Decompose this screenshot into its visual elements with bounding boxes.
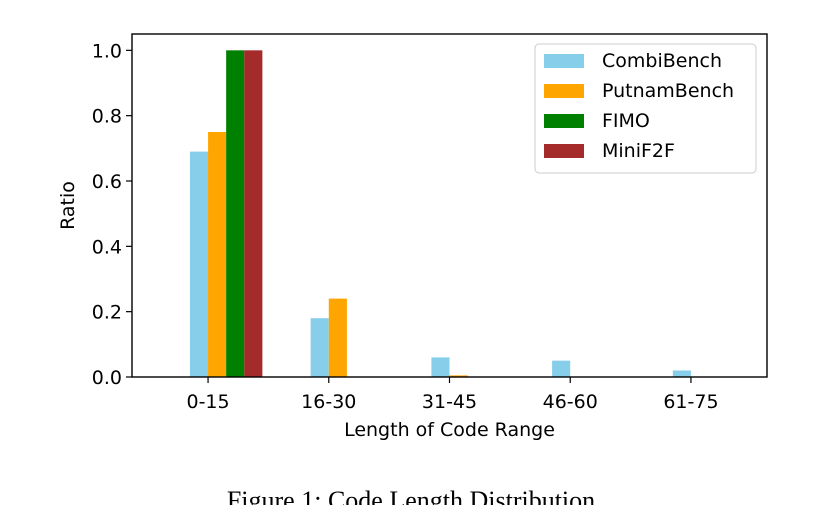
legend-label-putnambench: PutnamBench (602, 80, 734, 102)
y-tick-label: 0.8 (92, 106, 122, 128)
legend-swatch-fimo (544, 114, 584, 128)
bar-combibench-0-15 (189, 151, 209, 377)
legend-swatch-minif2f (544, 144, 584, 158)
y-tick-label: 0.2 (92, 302, 122, 324)
x-tick-label: 16-30 (301, 391, 356, 413)
y-tick-label: 0.4 (92, 236, 122, 258)
legend-label-combibench: CombiBench (602, 50, 722, 72)
bar-putnambench-31-45 (449, 375, 468, 377)
legend-swatch-putnambench (544, 84, 584, 98)
figure-caption: Figure 1: Code Length Distribution (226, 486, 596, 505)
legend-label-minif2f: MiniF2F (602, 140, 675, 162)
bar-combibench-31-45 (431, 357, 450, 377)
x-tick-label: 0-15 (186, 391, 229, 413)
bar-putnambench-0-15 (208, 132, 227, 377)
bar-combibench-46-60 (552, 360, 571, 377)
bar-fimo-0-15 (226, 50, 245, 377)
y-tick-label: 0.6 (92, 171, 122, 193)
bar-putnambench-16-30 (328, 298, 347, 377)
bars (189, 50, 691, 377)
bar-chart: 0.0 0.2 0.4 0.6 0.8 1.0 0-15 16-30 31-45 46-60 61-… (57, 33, 768, 441)
bar-minif2f-0-15 (244, 50, 263, 377)
x-axis-label: Length of Code Range (344, 419, 555, 441)
y-tick-label: 0.0 (92, 367, 122, 389)
x-tick-label: 46-60 (543, 391, 598, 413)
x-tick-label: 61-75 (663, 391, 718, 413)
bar-combibench-61-75 (672, 370, 691, 377)
legend-swatch-combibench (544, 54, 584, 68)
y-tick-label: 1.0 (92, 40, 122, 62)
legend: CombiBench PutnamBench FIMO MiniF2F (534, 43, 757, 174)
x-tick-label: 31-45 (422, 391, 477, 413)
bar-combibench-16-30 (310, 318, 329, 377)
legend-box (534, 43, 757, 174)
y-axis-label: Ratio (57, 181, 79, 230)
chart: 0.0 0.2 0.4 0.6 0.8 1.0 0-15 16-30 31-45 46-60 61-… (57, 33, 768, 441)
legend-label-fimo: FIMO (602, 110, 650, 132)
